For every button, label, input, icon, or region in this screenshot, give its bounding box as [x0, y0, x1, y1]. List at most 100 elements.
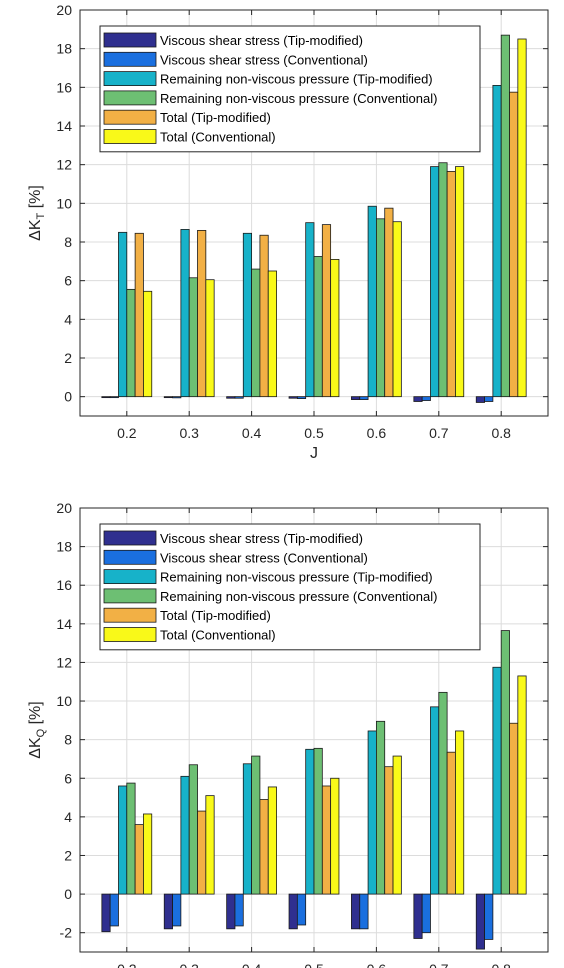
- x-tick-label: 0.8: [491, 961, 511, 968]
- legend-label: Remaining non-viscous pressure (Tip-modi…: [160, 570, 433, 585]
- x-tick-label: 0.4: [242, 961, 262, 968]
- bar: [517, 675, 527, 895]
- bar: [330, 777, 340, 895]
- bar: [475, 893, 485, 950]
- y-tick-label: 16: [56, 577, 72, 593]
- legend-label: Remaining non-viscous pressure (Conventi…: [160, 589, 437, 604]
- bar: [118, 785, 128, 895]
- bar: [475, 396, 485, 403]
- y-tick-label: 0: [64, 389, 72, 405]
- bar: [430, 166, 440, 398]
- legend-swatch: [103, 569, 157, 584]
- x-axis-label: J: [310, 445, 318, 462]
- x-tick-label: 0.6: [367, 961, 387, 968]
- legend-label: Viscous shear stress (Conventional): [160, 550, 368, 565]
- bar: [242, 763, 252, 895]
- bar: [321, 785, 332, 895]
- bar: [509, 722, 519, 895]
- bar: [188, 764, 198, 895]
- bar: [101, 893, 111, 933]
- bar: [384, 207, 394, 398]
- bar: [180, 775, 190, 895]
- legend-swatch: [103, 129, 157, 144]
- x-tick-label: 0.5: [304, 961, 324, 968]
- y-tick-label: 18: [56, 539, 72, 555]
- legend-label: Viscous shear stress (Tip-modified): [160, 33, 363, 48]
- bar: [484, 893, 494, 940]
- y-tick-label: 8: [64, 732, 72, 748]
- bar: [163, 396, 173, 399]
- bar: [267, 270, 277, 398]
- bar: [143, 813, 153, 895]
- y-tick-label: 8: [64, 234, 72, 250]
- bar: [413, 396, 423, 402]
- bar: [430, 706, 440, 895]
- bar: [296, 396, 307, 399]
- legend-swatch: [103, 32, 157, 48]
- y-tick-label: 16: [56, 79, 72, 95]
- legend-label: Total (Conventional): [160, 130, 276, 145]
- bar: [226, 893, 236, 930]
- bar: [296, 893, 307, 926]
- bar: [351, 893, 361, 930]
- y-axis-label: ΔKQ [%]: [27, 701, 47, 758]
- legend-box: [99, 25, 481, 153]
- bar: [134, 232, 144, 398]
- legend-label: Total (Conventional): [160, 628, 276, 643]
- bar: [267, 786, 277, 895]
- legend-label: Viscous shear stress (Tip-modified): [160, 531, 363, 546]
- legend-label: Total (Tip-modified): [160, 110, 271, 125]
- bar: [226, 396, 236, 399]
- y-tick-label: 0: [64, 886, 72, 902]
- y-tick-label: 14: [56, 118, 72, 134]
- bar: [259, 234, 269, 398]
- legend-swatch: [103, 530, 157, 546]
- legend-swatch: [103, 549, 157, 565]
- legend-label: Viscous shear stress (Conventional): [160, 52, 368, 67]
- y-tick-label: 4: [64, 809, 72, 825]
- legend-swatch: [103, 51, 157, 67]
- bar: [351, 396, 361, 400]
- bar: [172, 396, 182, 399]
- x-tick-label: 0.6: [367, 425, 387, 441]
- bar: [438, 691, 448, 895]
- x-tick-label: 0.2: [117, 961, 137, 968]
- legend-swatch: [103, 109, 157, 125]
- bar: [101, 396, 111, 399]
- bar: [205, 795, 215, 895]
- bar: [143, 290, 153, 398]
- y-tick-label: -2: [60, 925, 73, 941]
- bar: [109, 893, 119, 927]
- legend-swatch: [103, 71, 157, 86]
- x-tick-label: 0.7: [429, 425, 449, 441]
- x-tick-label: 0.4: [242, 425, 262, 441]
- bar: [392, 755, 402, 895]
- bar: [251, 755, 261, 895]
- chart-thrust-coefficient: 0 2 4 6 8 10 12 14 16 18 20 0.2 0.3 0.4 0.5 0.6 0.7 0.8 J Δ…: [27, 2, 549, 462]
- y-tick-label: 2: [64, 350, 72, 366]
- bar: [163, 893, 173, 930]
- bar: [288, 396, 298, 399]
- bar: [367, 730, 377, 895]
- bar: [172, 893, 182, 927]
- bar: [109, 396, 119, 399]
- bar: [197, 810, 207, 895]
- chart-torque-coefficient: -2 0 2 4 6 8 10 12 14 16 18 20 0.2 0.3 0.4 0.5 0.6 0.7 0.8…: [27, 500, 549, 968]
- bar: [259, 799, 269, 895]
- bar: [359, 396, 369, 400]
- bar: [413, 893, 423, 939]
- legend-swatch: [103, 627, 157, 642]
- bar: [492, 666, 502, 895]
- bar: [188, 277, 198, 398]
- bar: [392, 221, 402, 398]
- bar: [313, 747, 323, 895]
- bar: [517, 38, 527, 398]
- legend-label: Total (Tip-modified): [160, 608, 271, 623]
- bar: [367, 205, 377, 398]
- y-tick-label: 14: [56, 616, 72, 632]
- bar: [330, 258, 340, 398]
- x-tick-label: 0.8: [491, 425, 511, 441]
- legend: Viscous shear stress (Tip-modified) Visco…: [99, 25, 481, 153]
- bar: [421, 893, 431, 934]
- bar: [384, 766, 394, 895]
